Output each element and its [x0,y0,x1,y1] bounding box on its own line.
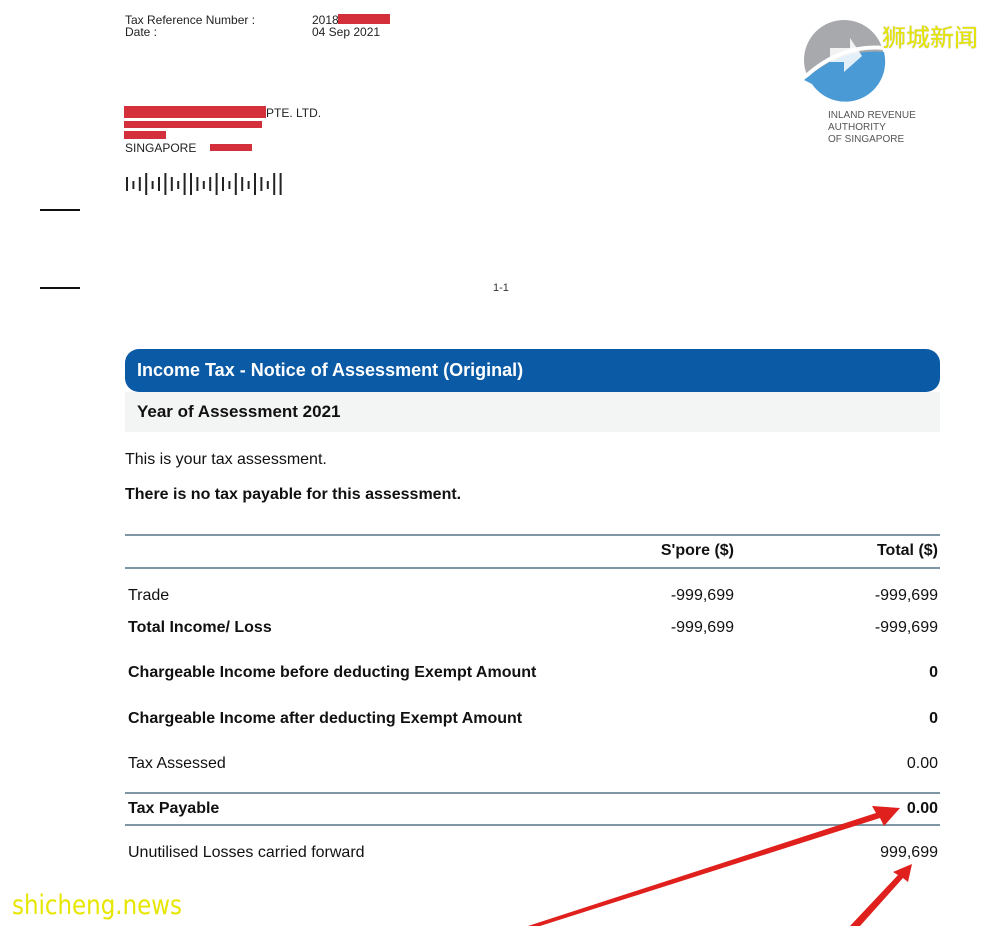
table-row: Tax Assessed 0.00 [128,755,938,773]
redaction [124,121,262,128]
tax-ref-value: 2018 [312,13,339,27]
arrow-icon [850,864,912,926]
row-total: 999,699 [880,844,938,861]
barcode-bar [254,173,256,195]
tax-ref-label: Tax Reference Number : [125,13,256,27]
barcode-bar [132,181,135,189]
table-row: Chargeable Income after deducting Exempt… [128,710,938,728]
barcode-bar [228,181,231,189]
company-suffix: PTE. LTD. [266,106,322,120]
barcode-bar [202,181,205,189]
barcode-bar [273,173,276,195]
barcode-bar [260,177,263,191]
table-row: Chargeable Income before deducting Exemp… [128,664,938,682]
barcode-bar [279,173,282,195]
table-rule [125,567,940,569]
row-total: 0.00 [906,755,938,772]
row-total: -999,699 [874,619,938,636]
row-spore: -999,699 [670,619,734,636]
row-total: -999,699 [874,587,938,604]
barcode-bar [138,177,141,191]
row-label: Chargeable Income before deducting Exemp… [128,664,537,681]
redaction [210,144,252,151]
table-rule [125,824,940,826]
iras-logo-icon [804,20,886,102]
watermark-chinese: 狮城新闻 [882,24,978,52]
table-row: Unutilised Losses carried forward 999,69… [128,844,938,862]
row-label: Chargeable Income after deducting Exempt… [128,710,523,727]
iras-org-name: INLAND REVENUE AUTHORITY OF SINGAPORE [828,110,916,146]
watermark-site: shicheng.news [12,890,182,921]
address-city: SINGAPORE [125,141,197,155]
barcode-bar [164,173,167,195]
org-line: OF SINGAPORE [828,134,905,145]
notice-title-bar: Income Tax - Notice of Assessment (Origi… [125,349,940,392]
date-label: Date : [125,25,158,39]
redaction [338,14,390,24]
table-row: Total Income/ Loss -999,699 -999,699 [128,619,938,637]
barcode-bar [215,173,218,195]
col-spore: S'pore ($) [660,542,734,559]
barcode-bar [183,173,186,195]
barcode-bar [126,177,128,191]
barcode-bar [177,181,180,189]
table-row: Trade -999,699 -999,699 [128,587,938,605]
barcode-bar [222,177,224,191]
barcode-bar [145,173,148,195]
barcode-bar [196,177,199,191]
barcode-bar [266,181,269,189]
intro-text: This is your tax assessment. [125,451,327,468]
barcode-bar [247,181,250,189]
barcode-bar [241,177,244,191]
barcode-bar [234,173,237,195]
col-total: Total ($) [876,542,938,559]
row-label: Tax Assessed [128,755,226,772]
row-label: Trade [128,587,170,604]
row-label: Unutilised Losses carried forward [128,844,365,861]
barcode-bar [190,173,192,195]
row-label: Total Income/ Loss [128,619,272,636]
table-row: Tax Payable 0.00 [128,800,938,818]
redaction [124,106,266,118]
arrow-icon [528,806,900,926]
table-rule [125,792,940,794]
year-of-assessment: Year of Assessment 2021 [125,392,940,432]
barcode-bar [170,177,173,191]
row-spore: -999,699 [670,587,734,604]
no-tax-statement: There is no tax payable for this assessm… [125,486,462,503]
row-total: 0 [929,710,938,727]
fold-mark [40,287,80,289]
date-value: 04 Sep 2021 [312,25,381,39]
table-rule [125,534,940,536]
barcode-bar [158,177,160,191]
barcode-bar [209,177,212,191]
fold-mark [40,209,80,211]
org-line: AUTHORITY [828,122,886,133]
redaction [124,131,166,139]
page-number: 1-1 [493,282,509,294]
row-label: Tax Payable [128,800,220,817]
org-line: INLAND REVENUE [828,110,916,121]
row-total: 0 [929,664,938,681]
postal-barcode [126,173,282,195]
barcode-bar [151,181,154,189]
row-total: 0.00 [906,800,938,817]
